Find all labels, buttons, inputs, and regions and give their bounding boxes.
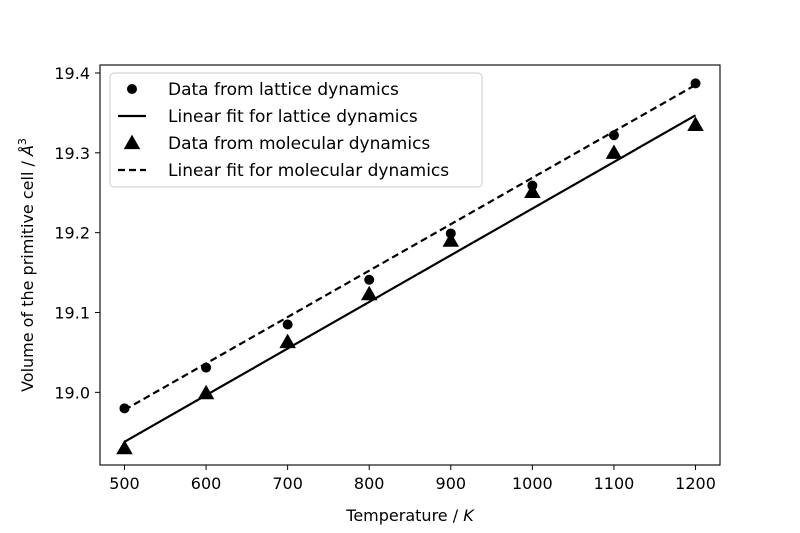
x-tick-label: 900 — [436, 474, 467, 493]
circle-point — [608, 130, 619, 141]
y-tick-label: 19.1 — [54, 304, 90, 323]
y-axis-label-exponent: 3 — [16, 138, 29, 145]
x-axis-label-var: K — [463, 506, 475, 525]
plot-frame — [99, 64, 721, 466]
y-tick-label: 19.2 — [54, 224, 90, 243]
circle-point — [364, 274, 375, 285]
y-axis-label-unit: Å — [18, 145, 37, 157]
x-tick-label: 600 — [191, 474, 222, 493]
series-1 — [123, 114, 697, 443]
x-tick-label: 1100 — [594, 474, 635, 493]
legend-triangle-swatch — [123, 134, 141, 150]
x-tick-label: 500 — [109, 474, 140, 493]
y-tick-label: 19.0 — [54, 383, 90, 402]
series-2 — [116, 116, 704, 455]
legend-entry-label: Linear fit for molecular dynamics — [168, 161, 449, 181]
x-tick-label: 700 — [272, 474, 303, 493]
circle-point — [119, 403, 130, 414]
triangle-point — [116, 439, 133, 455]
y-tick-label: 19.3 — [54, 144, 90, 163]
legend-entry-label: Data from molecular dynamics — [168, 134, 430, 154]
x-axis-label-text: Temperature / — [345, 506, 463, 525]
y-axis-label: Volume of the primitive cell / Å3 — [16, 138, 37, 392]
x-tick-label: 1000 — [512, 474, 553, 493]
y-axis-label-text: Volume of the primitive cell / — [18, 156, 37, 392]
triangle-point — [197, 384, 215, 400]
triangle-point — [360, 285, 378, 301]
legend-entry-label: Data from lattice dynamics — [168, 80, 399, 100]
y-tick-label: 19.4 — [54, 64, 90, 83]
x-tick-label: 1200 — [675, 474, 716, 493]
legend-box — [109, 72, 483, 188]
solid-fit-line — [123, 114, 697, 443]
triangle-point — [279, 333, 296, 349]
legend: Data from lattice dynamics Linear fit for… — [109, 72, 483, 188]
triangle-point — [687, 116, 704, 131]
triangle-point — [524, 183, 541, 199]
triangle-point — [442, 232, 460, 247]
x-axis-label: Temperature / K — [345, 506, 475, 525]
legend-entry-label: Linear fit for lattice dynamics — [168, 107, 418, 127]
legend-circle-swatch — [127, 84, 137, 94]
triangle-point — [605, 144, 623, 159]
x-tick-label: 800 — [354, 474, 385, 493]
circle-point — [282, 319, 293, 330]
